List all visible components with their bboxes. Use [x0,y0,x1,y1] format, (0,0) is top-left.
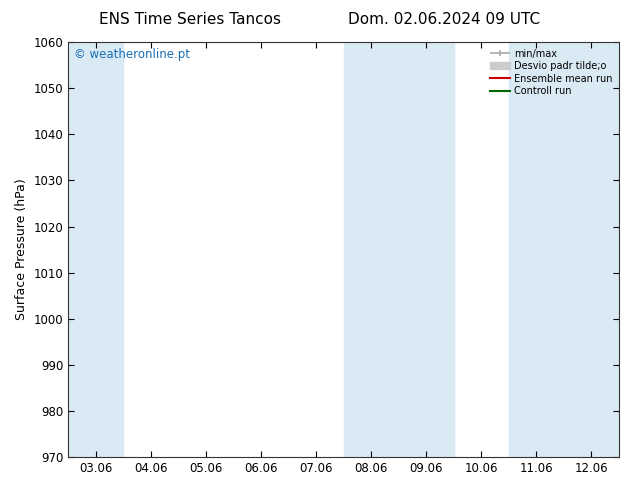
Text: ENS Time Series Tancos: ENS Time Series Tancos [99,12,281,27]
Text: Dom. 02.06.2024 09 UTC: Dom. 02.06.2024 09 UTC [347,12,540,27]
Text: © weatheronline.pt: © weatheronline.pt [74,49,190,61]
Bar [399,42,454,457]
Y-axis label: Surface Pressure (hPa): Surface Pressure (hPa) [15,179,28,320]
Bar [509,42,564,457]
Legend: min/max, Desvio padr tilde;o, Ensemble mean run, Controll run: min/max, Desvio padr tilde;o, Ensemble m… [488,47,614,98]
Bar [564,42,619,457]
Bar [68,42,123,457]
Bar [344,42,399,457]
